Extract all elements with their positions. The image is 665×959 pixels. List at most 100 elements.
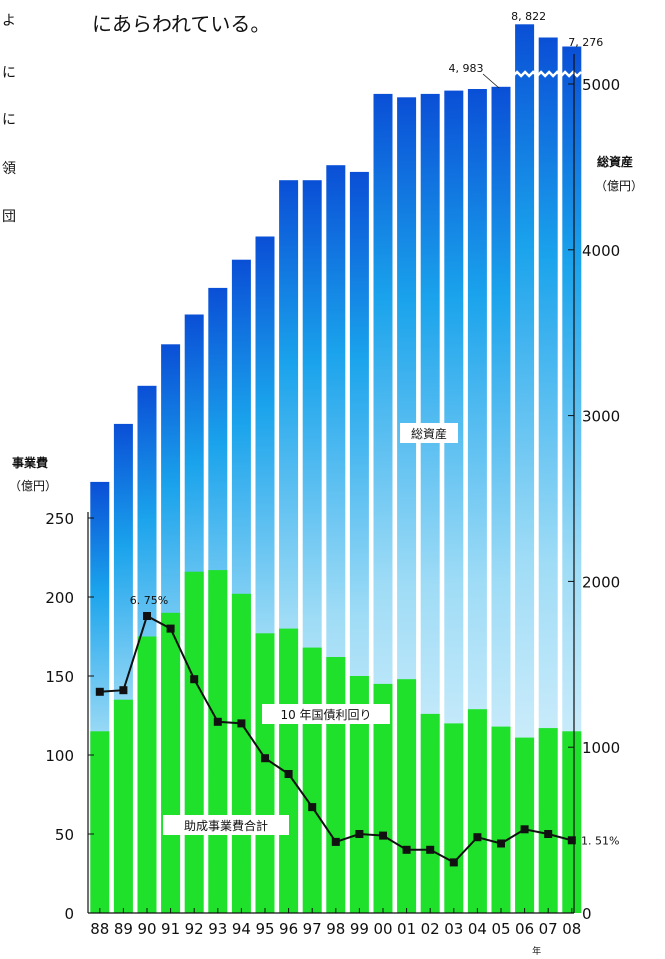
- x-tick-label: 91: [161, 920, 180, 938]
- asset-value-label: 4, 983: [449, 62, 484, 75]
- yield-point: [402, 845, 411, 854]
- asset-bar: [538, 37, 558, 913]
- yield-point: [355, 830, 364, 838]
- left-axis-title: 事業費: [12, 455, 48, 470]
- grant-bar: [467, 709, 487, 913]
- asset-bar: [515, 24, 535, 914]
- yield-point: [119, 686, 128, 695]
- x-tick-label: 04: [468, 920, 487, 938]
- grant-bar: [184, 571, 204, 913]
- right-tick-label: 0: [582, 905, 592, 923]
- left-tick-label: 50: [55, 826, 74, 844]
- yield-point: [143, 612, 151, 620]
- yield-point: [426, 845, 435, 854]
- right-tick-label: 3000: [582, 408, 620, 426]
- side-text-3: に: [2, 112, 16, 128]
- grant-bar: [444, 723, 464, 913]
- right-tick-label: 5000: [582, 76, 620, 94]
- x-tick-label: 92: [185, 920, 204, 938]
- x-tick-label: 88: [90, 920, 109, 938]
- x-tick-label: 96: [279, 920, 298, 938]
- asset-label-leader: [482, 73, 500, 89]
- left-tick-label: 100: [45, 747, 74, 765]
- yield-point-label: 6. 75%: [130, 594, 168, 607]
- grant-bar: [137, 636, 157, 913]
- yield-series-label: 10 年国債利回り: [280, 707, 371, 722]
- grant-bar: [302, 647, 322, 913]
- x-tick-label: 90: [137, 920, 156, 938]
- heading-text: にあらわれている。: [92, 12, 271, 36]
- right-axis-unit: （億円）: [595, 179, 643, 193]
- yield-point: [331, 837, 340, 846]
- grant-bar: [349, 676, 369, 913]
- yield-point: [497, 839, 505, 848]
- asset-bar: [491, 86, 511, 914]
- x-tick-label: 97: [303, 920, 322, 938]
- asset-value-label: 7, 276: [568, 36, 603, 49]
- asset-bar: [562, 46, 582, 913]
- yield-point: [379, 831, 387, 840]
- left-axis-unit: （億円）: [9, 479, 57, 493]
- left-tick-label: 150: [45, 668, 74, 686]
- grant-bar: [326, 657, 346, 913]
- yield-point: [190, 675, 199, 684]
- x-tick-label: 01: [397, 920, 416, 938]
- yield-point: [261, 754, 269, 763]
- side-text-4: 領: [2, 161, 16, 177]
- yield-point: [520, 825, 529, 834]
- yield-series-label-box: [262, 704, 390, 724]
- yield-point: [284, 770, 293, 778]
- x-tick-label: 89: [114, 920, 133, 938]
- x-tick-label: 99: [350, 920, 369, 938]
- x-tick-label: 05: [491, 920, 510, 938]
- yield-line: [95, 612, 576, 867]
- yield-point-label: 1. 51%: [581, 834, 619, 847]
- x-tick-label: 08: [562, 920, 581, 938]
- grant-bar: [90, 731, 110, 913]
- right-tick-label: 2000: [582, 573, 620, 591]
- grant-bar: [420, 713, 440, 913]
- x-tick-label: 93: [208, 920, 227, 938]
- yield-point: [473, 833, 482, 842]
- x-tick-label: 02: [421, 920, 440, 938]
- left-tick-label: 250: [45, 510, 74, 528]
- right-tick-label: 4000: [582, 242, 620, 260]
- x-tick-label: 98: [326, 920, 345, 938]
- asset-bar: [420, 93, 440, 913]
- left-tick-label: 200: [45, 589, 74, 607]
- side-text-5: 団: [2, 209, 16, 225]
- yield-point: [544, 830, 553, 838]
- x-tick-label: 07: [539, 920, 558, 938]
- labels: 6. 75% 1. 51% 4, 983 8, 822 7, 276 総資産 10 年国債利…: [130, 10, 620, 847]
- left-tick-label: 0: [64, 905, 74, 923]
- yield-point: [567, 836, 576, 845]
- grant-bar: [255, 633, 275, 913]
- grant-series-label-box: [163, 815, 289, 835]
- yield-point: [166, 624, 175, 633]
- asset-bar: [444, 90, 464, 914]
- yield-point: [449, 858, 458, 867]
- x-tick-label: 95: [255, 920, 274, 938]
- asset-bar: [467, 89, 487, 913]
- grant-series-label: 助成事業費合計: [184, 818, 268, 833]
- grant-bar: [397, 679, 417, 913]
- grant-bars: [90, 570, 582, 913]
- grant-bar: [231, 593, 251, 913]
- asset-series-label-box: [400, 423, 458, 443]
- grant-bar: [373, 683, 393, 913]
- yield-point: [213, 717, 222, 726]
- axis-break-mark: [512, 70, 582, 78]
- x-tick-label: 03: [444, 920, 463, 938]
- side-text-1: よ: [2, 13, 16, 29]
- grant-bar: [538, 728, 558, 913]
- right-tick-label: 1000: [582, 739, 620, 757]
- grant-bar: [491, 726, 511, 913]
- yield-point: [308, 803, 317, 812]
- asset-value-label: 8, 822: [511, 10, 546, 23]
- grant-bar: [161, 612, 181, 913]
- grant-bar: [208, 570, 228, 913]
- x-tick-label: 06: [515, 920, 534, 938]
- x-tick-label: 94: [232, 920, 251, 938]
